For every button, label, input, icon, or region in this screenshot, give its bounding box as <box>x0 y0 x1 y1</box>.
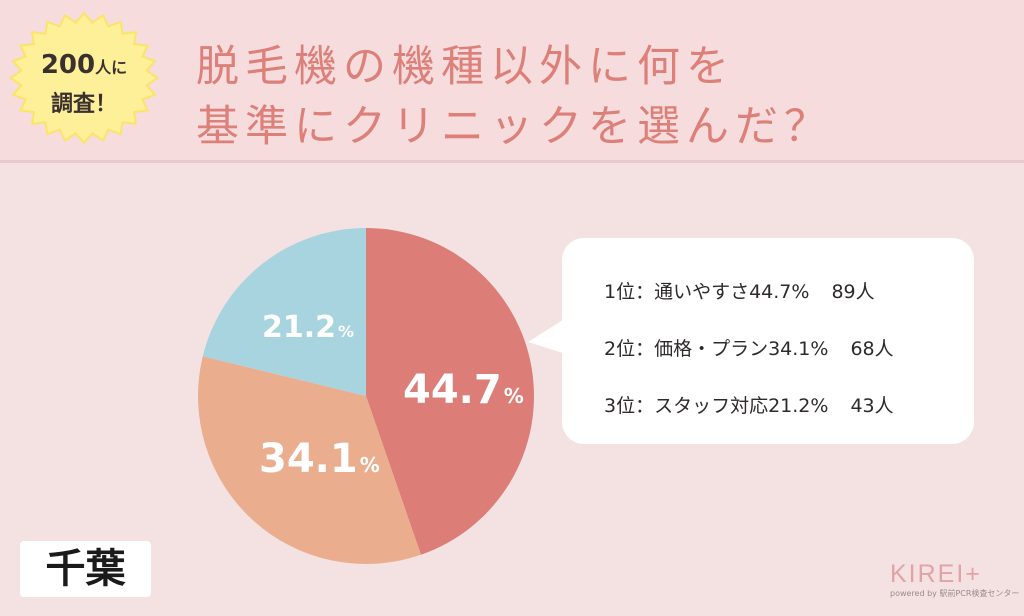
ranking-row-2-text: 2位：価格・プラン34.1% <box>604 338 829 360</box>
pie-slice-1 <box>366 228 535 555</box>
pie-slice-2 <box>198 356 421 564</box>
slice-label-3-value: 21.2 <box>262 310 337 345</box>
badge-suffix: 人に <box>95 58 128 77</box>
ranking-row-1: 1位：通いやすさ44.7% 89人 <box>604 277 875 304</box>
page-title-line1: 脱毛機の機種以外に何を <box>196 42 735 92</box>
ranking-row-3: 3位：スタッフ対応21.2% 43人 <box>604 391 894 418</box>
slice-label-2-unit: % <box>359 453 380 477</box>
ranking-row-2: 2位：価格・プラン34.1% 68人 <box>604 334 894 361</box>
page-title-line2: 基準にクリニックを選んだ？ <box>196 102 833 152</box>
ranking-row-1-text: 1位：通いやすさ44.7% <box>604 281 810 303</box>
slice-label-1-value: 44.7 <box>403 367 502 413</box>
ranking-row-3-count: 43人 <box>850 395 894 417</box>
badge-count-line: 200人に <box>6 50 162 80</box>
survey-badge: 200人に 調査！ <box>6 10 162 146</box>
region-label: 千葉 <box>20 541 151 597</box>
badge-burst-shape <box>8 11 160 145</box>
brand-logo-tagline: powered by 駅前PCR検査センター <box>890 589 1020 598</box>
slice-label-2-value: 34.1 <box>259 436 358 482</box>
slice-label-3-unit: % <box>338 322 355 341</box>
ranking-row-2-count: 68人 <box>850 338 894 360</box>
header-background <box>0 0 1024 160</box>
ranking-callout <box>562 238 974 444</box>
slice-label-2: 34.1% <box>259 436 380 482</box>
pie-slice-3 <box>202 228 366 396</box>
brand-logo-name: KIREI+ <box>890 560 982 588</box>
header-divider <box>0 160 1024 163</box>
badge-count: 200 <box>40 50 96 80</box>
ranking-row-1-count: 89人 <box>831 281 875 303</box>
slice-label-1: 44.7% <box>403 367 524 413</box>
slice-label-1-unit: % <box>503 384 524 408</box>
slice-label-3: 21.2% <box>262 310 354 345</box>
badge-line2: 調査！ <box>50 92 117 117</box>
brand-logo: KIREI+ powered by 駅前PCR検査センター <box>890 560 1019 606</box>
ranking-row-3-text: 3位：スタッフ対応21.2% <box>604 395 829 417</box>
